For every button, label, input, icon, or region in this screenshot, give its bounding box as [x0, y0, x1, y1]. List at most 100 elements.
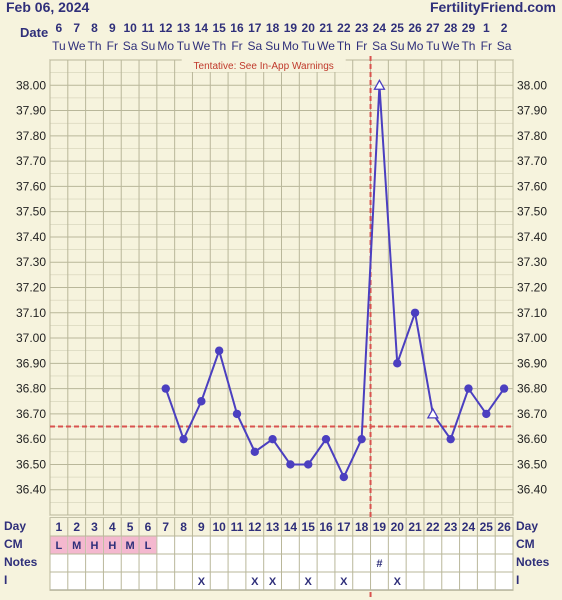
weekday-label: Fr — [356, 39, 367, 53]
date-label: 6 — [56, 21, 63, 35]
weekday-label: Th — [337, 39, 351, 53]
y-axis-label-right: 37.80 — [517, 129, 547, 143]
y-axis-label-left: 37.00 — [16, 331, 46, 345]
cycle-day-cell: 22 — [426, 520, 440, 534]
y-axis-label-left: 37.90 — [16, 104, 46, 118]
y-axis-label-left: 36.70 — [16, 407, 46, 421]
notes-cell: # — [376, 558, 382, 570]
site-logo-text: FertilityFriend.com — [430, 0, 556, 15]
cycle-day-cell: 20 — [391, 520, 405, 534]
date-label: 29 — [462, 21, 476, 35]
weekday-label: Th — [212, 39, 226, 53]
row-label-i-right: I — [516, 573, 519, 587]
weekday-label: Fr — [481, 39, 492, 53]
temperature-point — [499, 384, 509, 393]
cm-cell: M — [126, 540, 135, 552]
temperature-point — [446, 434, 455, 444]
row-label-day-right: Day — [516, 519, 538, 533]
table-cells: 1 2 3 4 5 6 7 8 9 10 11 12 13 14 15 16 17 18 19 20 21 22 23 24 2… — [50, 520, 511, 588]
y-axis-label-left: 37.60 — [16, 179, 46, 193]
y-axis-label-right: 37.30 — [517, 255, 547, 269]
cm-cell: H — [108, 540, 116, 552]
date-label: 18 — [266, 21, 280, 35]
temperature-point — [357, 434, 366, 444]
weekday-label: Th — [88, 39, 102, 53]
temperature-line — [164, 85, 505, 480]
date-label: 17 — [248, 21, 262, 35]
chart-date-title: Feb 06, 2024 — [6, 0, 89, 15]
date-label: 16 — [230, 21, 244, 35]
temperature-point — [214, 346, 224, 355]
weekday-label: Fr — [107, 39, 118, 53]
cm-cell-fill — [68, 536, 86, 554]
cycle-day-cell: 21 — [408, 520, 422, 534]
temperature-point — [464, 384, 473, 393]
date-label: 15 — [212, 21, 226, 35]
temperature-point — [286, 460, 295, 469]
weekday-label: We — [317, 39, 335, 53]
date-label: 23 — [355, 21, 369, 35]
weekday-labels: Tu We Th Fr Sa Su Mo Tu We Th Fr Sa Su Mo Tu We Th Fr Sa Su… — [52, 39, 512, 53]
y-axis-label-right: 36.80 — [517, 382, 547, 396]
cycle-day-cell: 1 — [56, 520, 63, 534]
weekday-label: Mo — [157, 39, 174, 53]
weekday-label: Sa — [123, 39, 138, 53]
date-label: 21 — [319, 21, 333, 35]
weekday-label: Tu — [426, 39, 440, 53]
cm-cell-fill — [139, 536, 157, 554]
y-axis-label-right: 36.70 — [517, 407, 547, 421]
cm-cell: L — [56, 540, 63, 552]
date-label: 1 — [483, 21, 490, 35]
cycle-day-cell: 14 — [284, 520, 298, 534]
date-label: 26 — [408, 21, 422, 35]
warning-banner-bg — [181, 59, 346, 72]
y-axis-label-left: 37.30 — [16, 255, 46, 269]
date-label: 8 — [91, 21, 98, 35]
y-axis-label-left: 36.80 — [16, 382, 46, 396]
temperature-point — [393, 359, 402, 368]
date-label: 13 — [177, 21, 191, 35]
temperature-point-open — [426, 407, 439, 419]
weekday-label: Mo — [407, 39, 424, 53]
temperature-point — [197, 397, 206, 406]
date-label: 20 — [302, 21, 316, 35]
weekday-label: Th — [461, 39, 475, 53]
y-axis-label-left: 37.70 — [16, 154, 46, 168]
temperature-point — [268, 434, 277, 444]
weekday-label: Su — [265, 39, 280, 53]
y-axis-label-right: 37.40 — [517, 230, 547, 244]
y-axis-label-right: 36.50 — [517, 457, 547, 471]
y-axis-label-right: 37.50 — [517, 205, 547, 219]
y-axis-label-right: 36.40 — [517, 483, 547, 497]
grid-lines — [49, 59, 514, 516]
cycle-day-cell: 10 — [212, 520, 226, 534]
y-axis-label-right: 37.00 — [517, 331, 547, 345]
cycle-day-cell: 18 — [355, 520, 369, 534]
cycle-day-cell: 24 — [462, 520, 476, 534]
date-label: 9 — [109, 21, 116, 35]
cycle-day-cell: 15 — [302, 520, 316, 534]
weekday-label: Tu — [177, 39, 191, 53]
i-row-cell: X — [198, 576, 206, 588]
cycle-day-cell: 2 — [73, 520, 80, 534]
weekday-label: Sa — [372, 39, 387, 53]
temperature-point — [321, 434, 331, 444]
cycle-day-cell: 25 — [480, 520, 494, 534]
row-label-day-left: Day — [4, 519, 26, 533]
date-label: 14 — [195, 21, 209, 35]
i-row-cell: X — [269, 576, 277, 588]
y-axis-label-right: 36.60 — [517, 432, 547, 446]
i-row-cell: X — [394, 576, 402, 588]
cycle-day-cell: 26 — [497, 520, 511, 534]
cycle-day-cell: 13 — [266, 520, 280, 534]
temperature-point-open — [373, 78, 386, 90]
date-label: 25 — [391, 21, 405, 35]
date-labels: 6 7 8 9 10 11 12 13 14 15 16 17 18 19 20 21 22 23 24 25 26 27… — [56, 21, 508, 35]
y-axis-label-left: 37.10 — [16, 306, 46, 320]
temperature-point — [161, 384, 170, 393]
y-axis-label-left: 36.50 — [16, 457, 46, 471]
y-axis-label-left: 36.40 — [16, 483, 46, 497]
weekday-label: Mo — [282, 39, 299, 53]
